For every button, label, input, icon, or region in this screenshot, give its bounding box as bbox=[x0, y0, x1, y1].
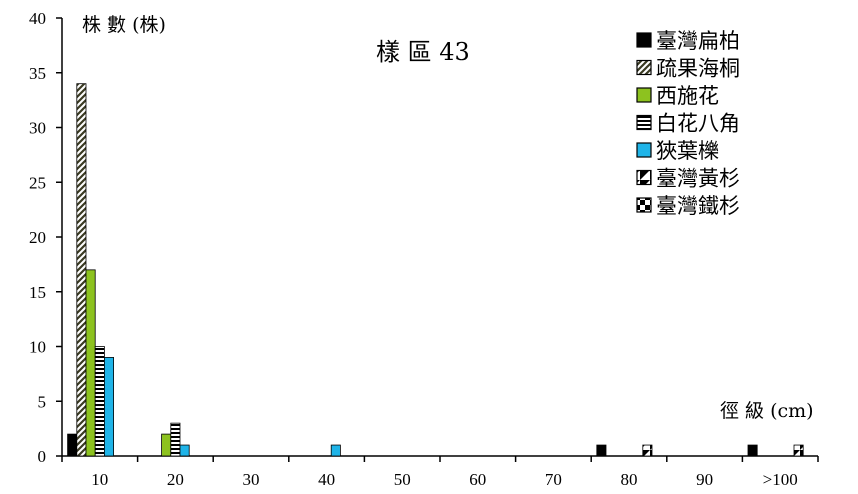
x-tick-label: >100 bbox=[763, 470, 798, 489]
x-tick-label: 60 bbox=[469, 470, 486, 489]
y-tick-label: 15 bbox=[29, 283, 46, 302]
legend-swatch bbox=[636, 142, 652, 158]
y-axis-title: 株 數 (株) bbox=[82, 14, 166, 36]
y-tick-label: 25 bbox=[29, 173, 46, 192]
legend-label: 臺灣黃杉 bbox=[656, 167, 740, 191]
chart-title: 樣 區 43 bbox=[376, 38, 470, 66]
y-tick-label: 5 bbox=[38, 392, 47, 411]
bar bbox=[161, 433, 172, 457]
x-axis-title: 徑 級 (cm) bbox=[720, 400, 814, 422]
bar bbox=[170, 422, 181, 457]
legend-label: 白花八角 bbox=[656, 112, 740, 136]
x-tick-label: 10 bbox=[91, 470, 108, 489]
legend-swatch bbox=[636, 87, 652, 103]
y-tick-label: 10 bbox=[29, 338, 46, 357]
x-tick-label: 20 bbox=[167, 470, 184, 489]
bar bbox=[67, 433, 78, 457]
legend-label: 臺灣扁柏 bbox=[656, 29, 740, 53]
legend-swatch bbox=[636, 197, 652, 213]
x-tick-label: 30 bbox=[243, 470, 260, 489]
legend-label: 狹葉櫟 bbox=[656, 139, 719, 163]
bar bbox=[642, 444, 653, 457]
x-tick-label: 90 bbox=[696, 470, 713, 489]
legend-swatch bbox=[636, 114, 652, 131]
y-tick-label: 40 bbox=[29, 9, 46, 28]
legend-swatch bbox=[636, 169, 652, 186]
bar bbox=[94, 346, 105, 457]
y-tick-label: 35 bbox=[29, 64, 46, 83]
legend-label: 疏果海桐 bbox=[656, 57, 740, 81]
legend-swatch bbox=[636, 32, 652, 48]
bar bbox=[76, 83, 87, 457]
y-tick-label: 20 bbox=[29, 228, 46, 247]
y-tick-label: 30 bbox=[29, 119, 46, 138]
legend-label: 臺灣鐵杉 bbox=[656, 194, 740, 218]
bar bbox=[179, 444, 190, 457]
legend-label: 西施花 bbox=[656, 84, 719, 108]
bar bbox=[330, 444, 341, 457]
x-tick-label: 70 bbox=[545, 470, 562, 489]
bar bbox=[85, 269, 96, 457]
bar bbox=[596, 444, 607, 457]
x-tick-label: 40 bbox=[318, 470, 335, 489]
x-tick-label: 80 bbox=[621, 470, 638, 489]
x-tick-label: 50 bbox=[394, 470, 411, 489]
y-tick-label: 0 bbox=[38, 447, 47, 466]
legend-swatch bbox=[636, 59, 652, 76]
bar bbox=[747, 444, 758, 457]
bar bbox=[104, 357, 115, 457]
bar bbox=[793, 444, 804, 457]
